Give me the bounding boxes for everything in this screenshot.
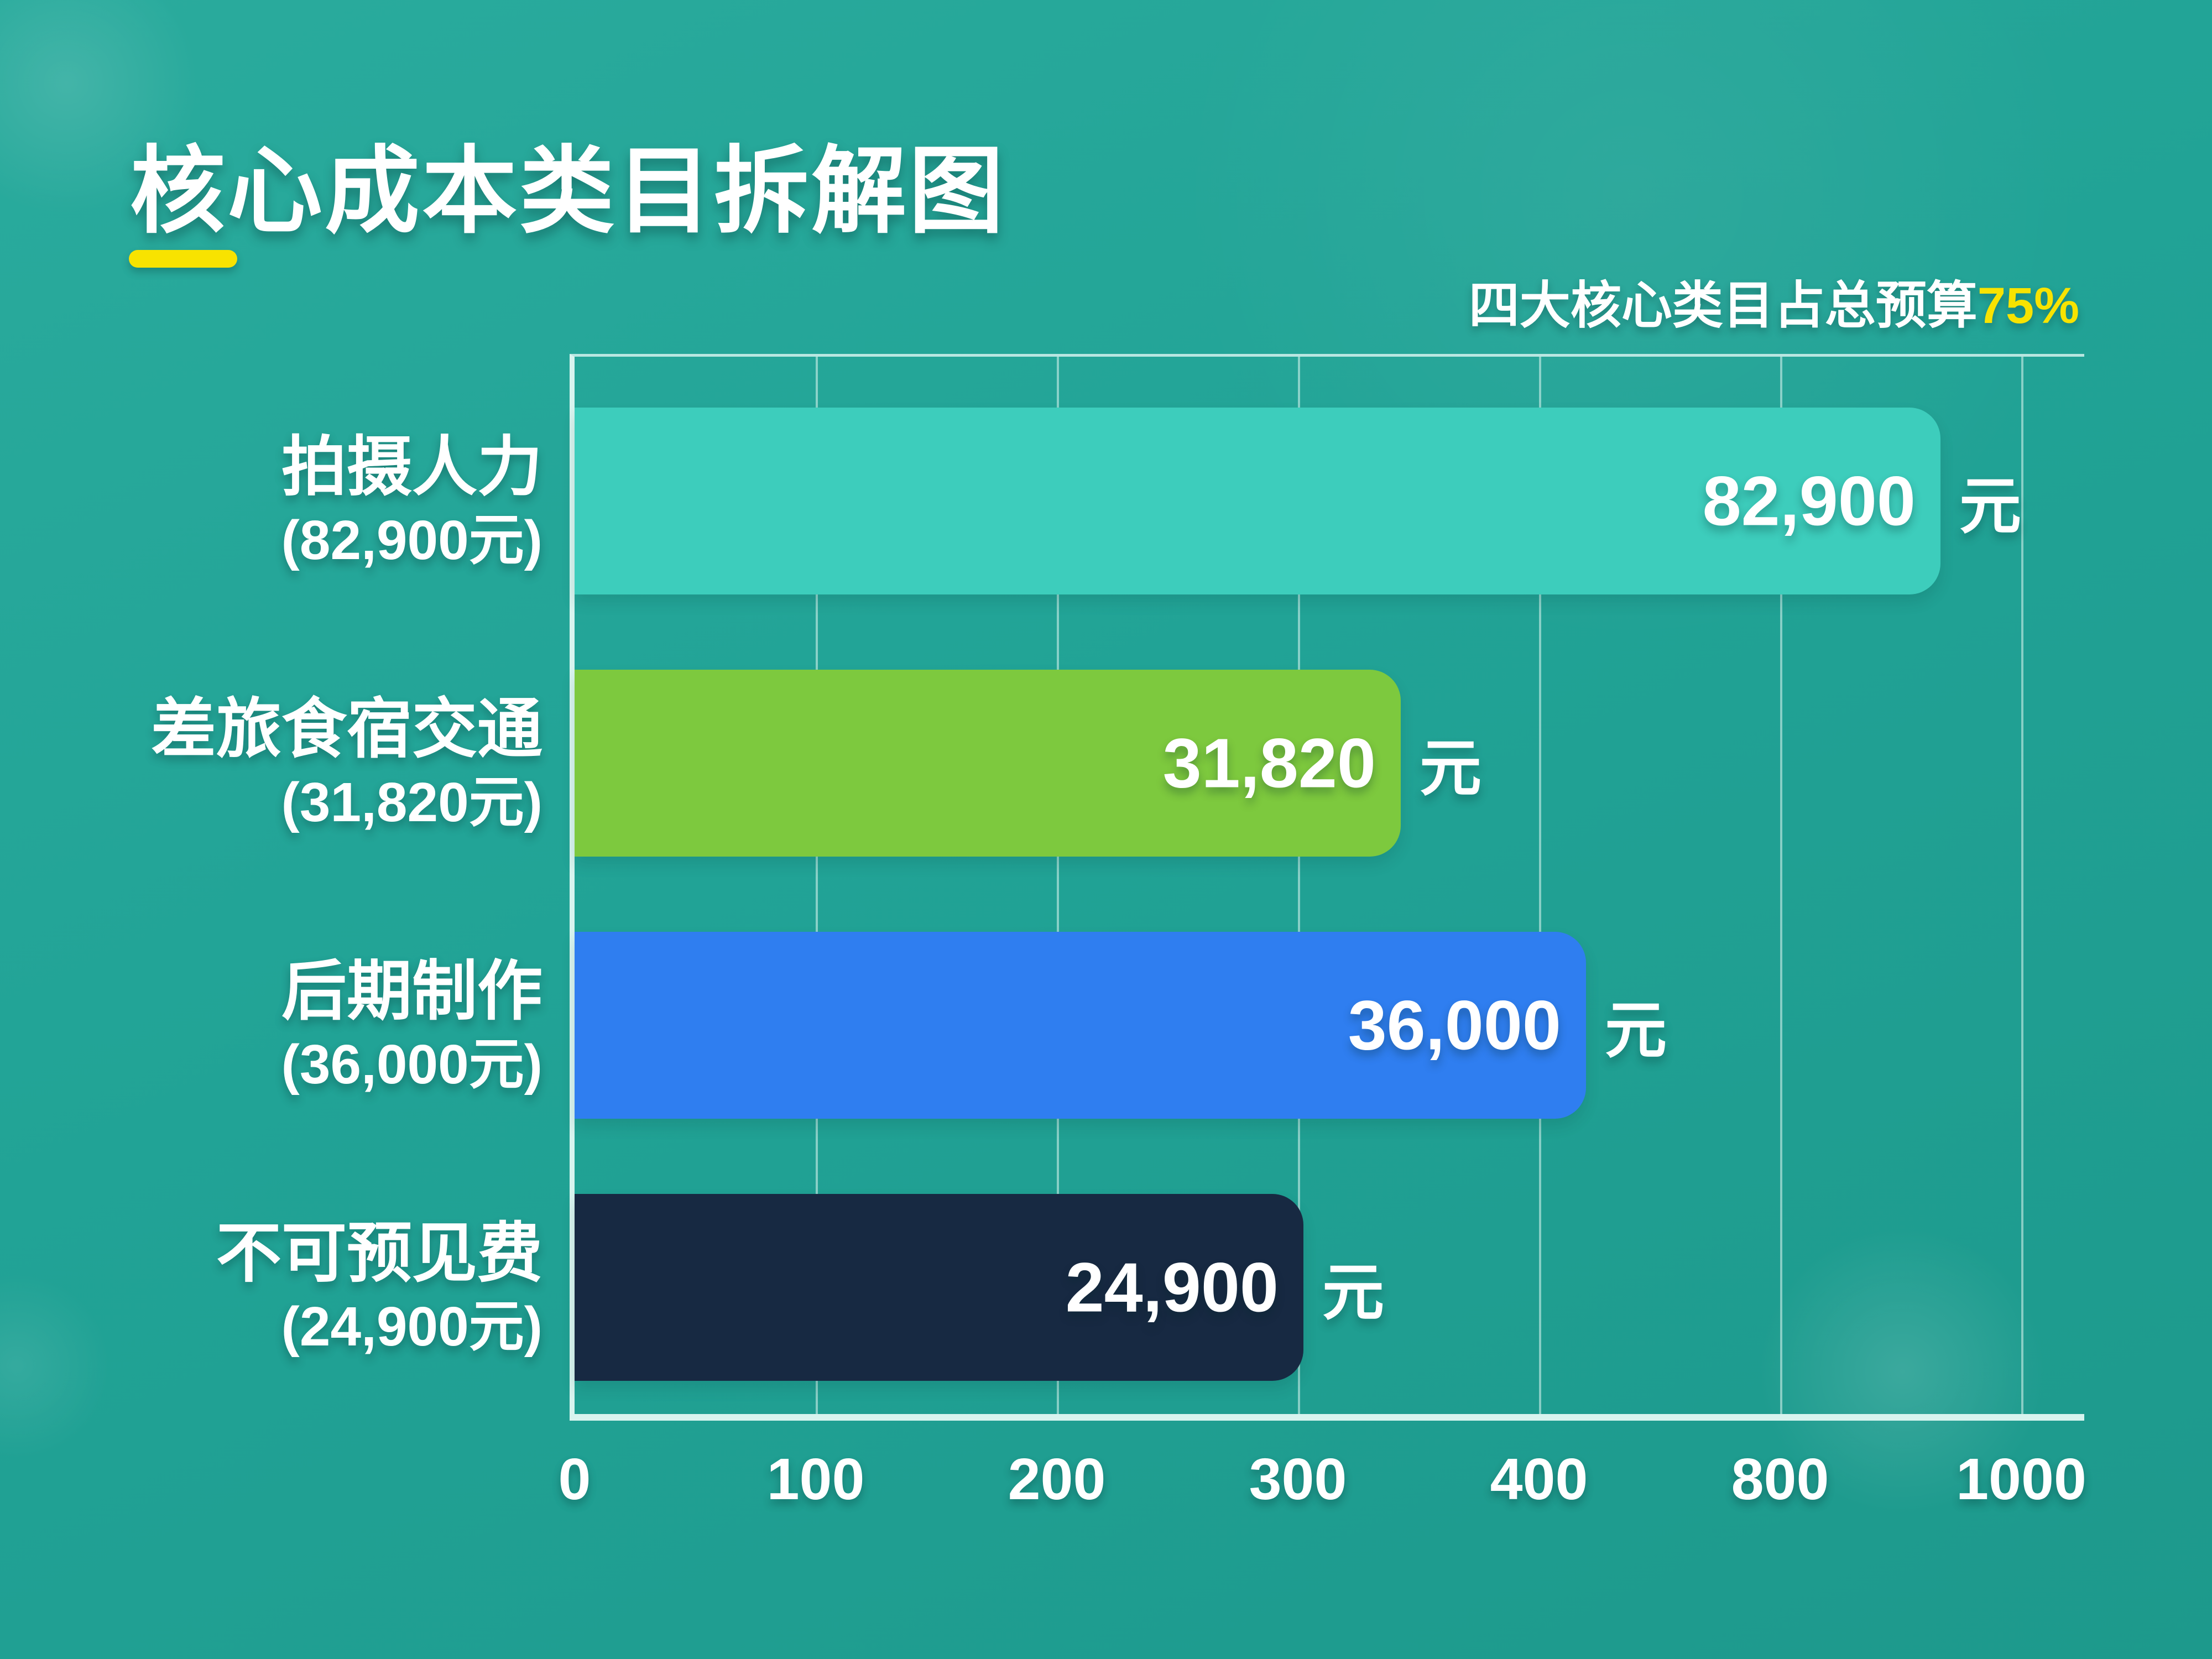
x-tick-label-300: 300 <box>1249 1447 1347 1512</box>
bar-3 <box>575 932 1586 1119</box>
x-tick-label-0: 0 <box>558 1447 591 1512</box>
bar-value-unit: 元 <box>1605 996 1667 1065</box>
bar-value: 31,820 <box>1162 724 1376 802</box>
page-title: 核心成本类目拆解图 <box>130 138 1006 244</box>
bar-value: 82,900 <box>1702 462 1916 540</box>
annotation-text: 四大核心类目占总预算 <box>1468 278 1978 334</box>
bar-1 <box>575 408 1940 594</box>
category-label-1: 拍摄人力 (82,900元) <box>17 408 542 594</box>
bar-value-unit: 元 <box>1322 1258 1384 1327</box>
x-tick-label-800: 800 <box>1731 1447 1829 1512</box>
gridline-800 <box>1780 357 1782 1414</box>
annotation-highlight-percent: 75% <box>1977 278 2079 334</box>
bar-4 <box>575 1194 1303 1381</box>
x-tick-label-1000: 1000 <box>1956 1447 2086 1512</box>
category-amount: (82,900元) <box>281 509 542 572</box>
bar-value-unit: 元 <box>1420 734 1481 803</box>
category-name: 不可预见费 <box>216 1217 542 1290</box>
category-amount: (36,000元) <box>281 1034 542 1096</box>
gridline-200 <box>1057 357 1059 1414</box>
category-amount: (24,900元) <box>281 1296 542 1358</box>
x-tick-label-200: 200 <box>1008 1447 1106 1512</box>
category-name: 差旅食宿交通 <box>150 692 542 766</box>
bar-value-unit: 元 <box>1959 472 2021 541</box>
gridline-300 <box>1298 357 1300 1414</box>
x-tick-label-100: 100 <box>766 1447 865 1512</box>
bar-value: 24,900 <box>1065 1248 1279 1327</box>
title-underline-accent <box>129 250 237 268</box>
gridline-1000 <box>2021 357 2023 1414</box>
gridline-100 <box>816 357 818 1414</box>
category-label-3: 后期制作 (36,000元) <box>17 932 542 1119</box>
gridline-400 <box>1539 357 1541 1414</box>
category-label-4: 不可预见费 (24,900元) <box>17 1194 542 1381</box>
bar-value: 36,000 <box>1348 986 1561 1065</box>
bar-2 <box>575 670 1401 857</box>
category-name: 拍摄人力 <box>281 430 542 504</box>
category-label-2: 差旅食宿交通 (31,820元) <box>17 670 542 857</box>
category-amount: (31,820元) <box>281 771 542 834</box>
chart-plot-area: 拍摄人力 (82,900元) 82,900 元差旅食宿交通 (31,820元) 31,82… <box>151 354 2086 1512</box>
category-name: 后期制作 <box>281 954 542 1028</box>
chart-annotation: 四大核心类目占总预算75% <box>1469 264 2079 338</box>
x-tick-label-400: 400 <box>1490 1447 1588 1512</box>
